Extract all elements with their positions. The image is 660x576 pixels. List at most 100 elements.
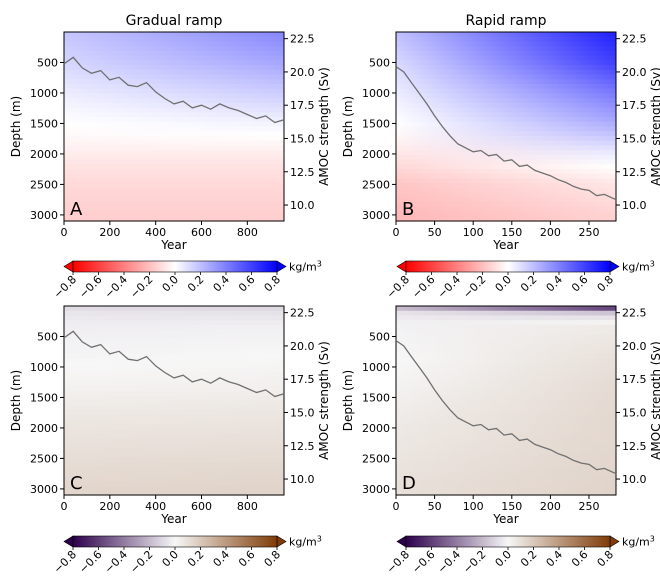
field-band bbox=[396, 154, 616, 161]
x-axis-label: Year bbox=[492, 512, 518, 526]
y2-tick-label: 20.0 bbox=[290, 340, 315, 353]
field-band bbox=[64, 343, 284, 350]
field-band bbox=[396, 334, 616, 340]
field-band bbox=[396, 315, 616, 321]
colorbar-extend-high bbox=[609, 260, 620, 273]
field-band bbox=[396, 216, 616, 222]
field-band bbox=[64, 173, 284, 180]
colorbar-tick-label: 0.4 bbox=[211, 548, 233, 570]
field-band bbox=[64, 192, 284, 198]
field-band bbox=[396, 65, 616, 71]
y-tick-label: 1000 bbox=[362, 361, 390, 374]
field-band bbox=[396, 202, 616, 208]
y-tick-label: 500 bbox=[37, 56, 58, 69]
field-band bbox=[396, 409, 616, 416]
field-band bbox=[64, 140, 284, 146]
colorbar-tick-label: −0.2 bbox=[128, 273, 156, 301]
field-band bbox=[396, 55, 616, 61]
y2-tick-label: 15.0 bbox=[290, 406, 315, 419]
field-band bbox=[64, 46, 284, 52]
amoc-line bbox=[63, 56, 285, 124]
field-band bbox=[396, 140, 616, 146]
field-band bbox=[64, 466, 284, 472]
field-band bbox=[64, 79, 284, 85]
y-tick-label: 1000 bbox=[362, 87, 390, 100]
field-band bbox=[396, 433, 616, 439]
field-band bbox=[64, 391, 284, 397]
panel-title: Gradual ramp bbox=[126, 13, 223, 29]
field-band bbox=[396, 197, 616, 203]
field-band bbox=[64, 357, 284, 364]
x-tick-label: 250 bbox=[578, 500, 599, 513]
field-band bbox=[396, 192, 616, 198]
field-band bbox=[396, 145, 616, 151]
y-tick-label: 500 bbox=[369, 330, 390, 343]
field-band bbox=[64, 197, 284, 203]
field-band bbox=[64, 471, 284, 477]
x-tick-label: 400 bbox=[145, 500, 166, 513]
colorbar-tick-label: 0.2 bbox=[185, 273, 207, 295]
field-band bbox=[396, 159, 616, 165]
panel-label: C bbox=[70, 473, 83, 494]
field-band bbox=[64, 211, 284, 217]
colorbar-tick-label: 0.2 bbox=[518, 548, 540, 570]
y2-tick-label: 22.5 bbox=[290, 33, 315, 46]
field-band bbox=[396, 329, 616, 335]
field-band bbox=[396, 372, 616, 378]
field-band bbox=[64, 306, 284, 312]
field-band bbox=[64, 117, 284, 123]
colorbar-tick-label: 0.4 bbox=[211, 273, 233, 295]
field-band bbox=[396, 310, 616, 317]
colorbar-tick-label: 0.4 bbox=[544, 548, 566, 570]
y2-tick-label: 10.0 bbox=[290, 473, 315, 486]
colorbar-unit: kg/m3 bbox=[289, 535, 322, 549]
colorbar: −0.8−0.6−0.4−0.2 0.0 0.2 0.4 0.6 0.8 kg/m3 bbox=[384, 535, 655, 576]
field-band bbox=[396, 169, 616, 175]
field-band bbox=[396, 353, 616, 359]
colorbar-tick-label: −0.8 bbox=[384, 273, 412, 301]
field-band bbox=[396, 150, 616, 156]
colorbar-tick-label: 0.8 bbox=[262, 548, 284, 570]
colorbar-tick-label: −0.2 bbox=[461, 273, 489, 301]
field-band bbox=[64, 386, 284, 392]
field-band bbox=[396, 324, 616, 331]
field-band bbox=[396, 343, 616, 350]
field-band bbox=[396, 211, 616, 217]
field-band bbox=[64, 419, 284, 425]
y2-tick-label: 20.0 bbox=[290, 66, 315, 79]
x-tick-label: 600 bbox=[191, 226, 212, 239]
colorbar-tick-label: 0.8 bbox=[595, 548, 617, 570]
field-band bbox=[64, 88, 284, 95]
y-tick-label: 1500 bbox=[362, 391, 390, 404]
x-tick-label: 0 bbox=[393, 226, 400, 239]
panel-d: 0 50 100 150 200 250 Year 500 1000 1500 2000 2500 30… bbox=[341, 305, 660, 526]
field-band bbox=[396, 46, 616, 52]
x-tick-label: 250 bbox=[578, 226, 599, 239]
field-band bbox=[64, 457, 284, 463]
field-band bbox=[64, 461, 284, 468]
field-band bbox=[396, 376, 616, 383]
y2-tick-label: 12.5 bbox=[622, 440, 647, 453]
y-tick-label: 2500 bbox=[30, 178, 58, 191]
field-band bbox=[64, 102, 284, 109]
colorbar: −0.8−0.6−0.4−0.2 0.0 0.2 0.4 0.6 0.8 kg/m3 bbox=[51, 535, 322, 576]
field-band bbox=[64, 476, 284, 482]
y-tick-label: 1000 bbox=[30, 361, 58, 374]
y2-tick-label: 10.0 bbox=[622, 199, 647, 212]
y2-tick-label: 15.0 bbox=[622, 132, 647, 145]
field-band bbox=[396, 476, 616, 482]
field-band bbox=[64, 409, 284, 416]
y-tick-label: 500 bbox=[37, 330, 58, 343]
field-band bbox=[396, 485, 616, 491]
field-band bbox=[396, 395, 616, 402]
x-tick-label: 150 bbox=[501, 500, 522, 513]
field-band bbox=[64, 424, 284, 430]
x-tick-label: 150 bbox=[501, 226, 522, 239]
y2-axis-label: AMOC strength (Sv) bbox=[317, 341, 331, 460]
field-band bbox=[64, 41, 284, 47]
y2-tick-label: 12.5 bbox=[290, 440, 315, 453]
field-band bbox=[396, 178, 616, 184]
field-band bbox=[64, 69, 284, 76]
field-band bbox=[64, 169, 284, 175]
